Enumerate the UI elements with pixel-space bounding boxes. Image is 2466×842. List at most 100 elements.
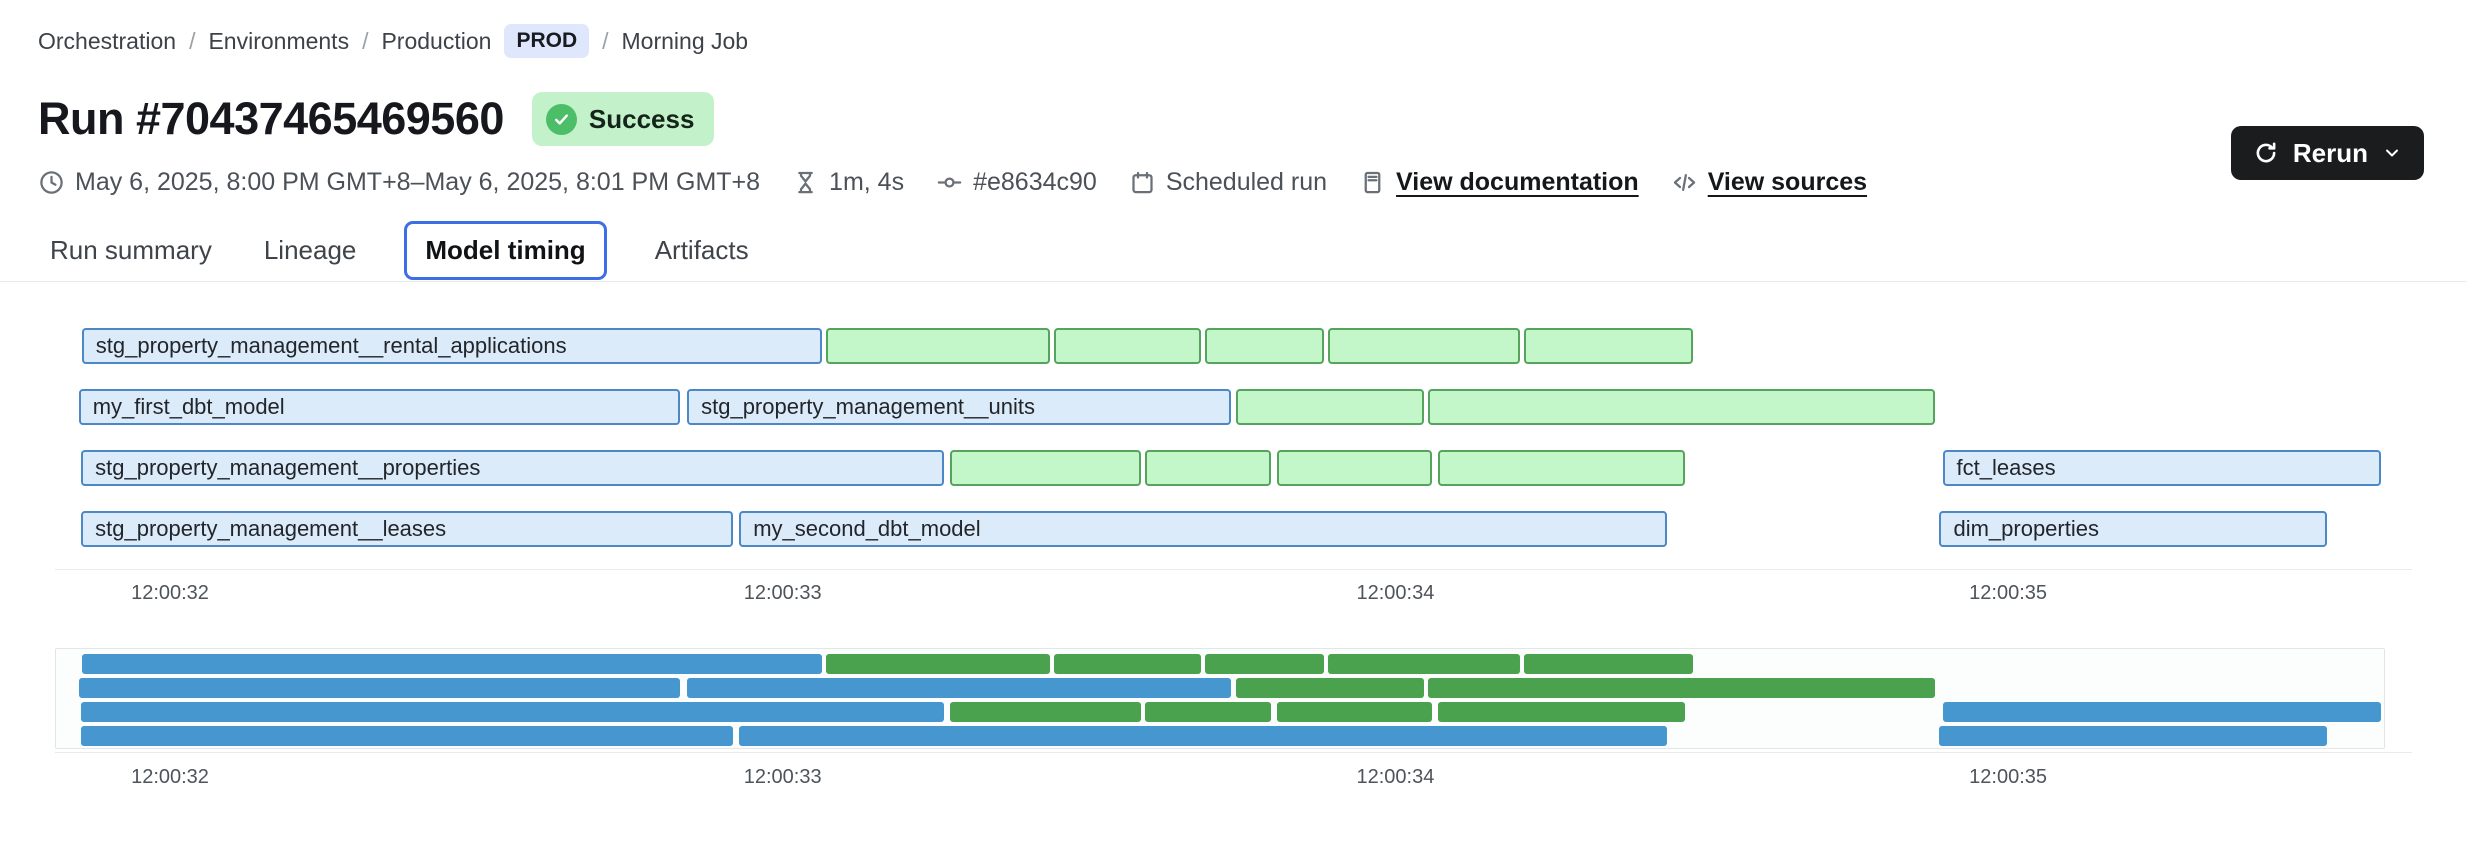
minimap-bar	[1145, 702, 1271, 722]
run-trigger: Scheduled run	[1129, 168, 1327, 197]
gantt-bar[interactable]	[826, 328, 1051, 364]
minimap-brush[interactable]	[55, 648, 2385, 749]
tab-bar: Run summary Lineage Model timing Artifac…	[46, 219, 753, 281]
minimap-bar	[826, 654, 1051, 674]
gantt-bar[interactable]	[1428, 389, 1935, 425]
minimap-bar	[1277, 702, 1432, 722]
minimap-bar-fct_leases	[1942, 702, 2381, 722]
breadcrumb: Orchestration / Environments / Productio…	[38, 24, 748, 58]
page-title: Run #70437465469560	[38, 93, 504, 144]
title-row: Run #70437465469560 Success	[38, 92, 715, 146]
gantt-bar[interactable]	[1205, 328, 1325, 364]
view-documentation[interactable]: View documentation	[1359, 168, 1639, 197]
run-duration: 1m, 4s	[792, 168, 904, 197]
gantt-bar-label: stg_property_management__units	[701, 394, 1035, 419]
breadcrumb-production[interactable]: Production	[381, 27, 492, 54]
gantt-bar-stg_property_management__units[interactable]: stg_property_management__units	[687, 389, 1231, 425]
environment-badge-prod: PROD	[504, 24, 590, 58]
gantt-bar-stg_property_management__properties[interactable]: stg_property_management__properties	[81, 450, 945, 486]
breadcrumb-separator: /	[602, 27, 609, 54]
gantt-bar[interactable]	[1054, 328, 1202, 364]
minimap-bar	[1438, 702, 1685, 722]
run-duration-text: 1m, 4s	[829, 168, 905, 196]
gantt-bar-label: stg_property_management__properties	[95, 455, 481, 480]
minimap-bar-my_second_dbt_model	[739, 726, 1668, 746]
view-sources[interactable]: View sources	[1671, 168, 1867, 197]
gantt-bar-label: stg_property_management__leases	[95, 516, 447, 541]
minimap-bar-stg_property_management__leases	[81, 726, 734, 746]
commit-hash-text: #e8634c90	[973, 168, 1097, 196]
commit-icon	[937, 177, 962, 188]
breadcrumb-morning-job[interactable]: Morning Job	[621, 27, 749, 54]
axis-tick-label: 12:00:35	[1969, 766, 2048, 788]
minimap-bar	[1328, 654, 1521, 674]
run-meta: May 6, 2025, 8:00 PM GMT+8–May 6, 2025, …	[38, 168, 1867, 197]
breadcrumb-separator: /	[362, 27, 369, 54]
gantt-bar[interactable]	[1328, 328, 1521, 364]
axis-tick-label: 12:00:34	[1356, 766, 1435, 788]
tabs-divider	[0, 281, 2466, 282]
gantt-bar[interactable]	[949, 450, 1142, 486]
gantt-bar-my_second_dbt_model[interactable]: my_second_dbt_model	[739, 511, 1668, 547]
view-documentation-link[interactable]: View documentation	[1396, 168, 1639, 196]
tab-artifacts[interactable]: Artifacts	[654, 234, 749, 265]
gantt-bar[interactable]	[1524, 328, 1693, 364]
minimap-bar	[949, 702, 1142, 722]
axis-tick-label: 12:00:34	[1356, 582, 1435, 604]
status-badge: Success	[531, 92, 715, 146]
tab-run-summary[interactable]: Run summary	[50, 234, 212, 265]
gantt-axis-line	[55, 569, 2412, 570]
check-circle-icon	[545, 103, 577, 135]
breadcrumb-separator: /	[189, 27, 196, 54]
run-time-range-text: May 6, 2025, 8:00 PM GMT+8–May 6, 2025, …	[75, 168, 761, 196]
gantt-bar[interactable]	[1277, 450, 1432, 486]
document-icon	[1364, 171, 1381, 194]
minimap-bar-stg_property_management__rental_applications	[81, 654, 822, 674]
gantt-bar-label: stg_property_management__rental_applicat…	[95, 333, 567, 358]
hourglass-icon	[798, 171, 813, 194]
calendar-icon	[1132, 171, 1153, 194]
gantt-bar-dim_properties[interactable]: dim_properties	[1939, 511, 2327, 547]
tab-lineage[interactable]: Lineage	[263, 234, 357, 265]
gantt-bar-label: fct_leases	[1956, 455, 2056, 480]
gantt-bar-stg_property_management__leases[interactable]: stg_property_management__leases	[81, 511, 734, 547]
gantt-bar[interactable]	[1236, 389, 1425, 425]
gantt-bar[interactable]	[1438, 450, 1685, 486]
gantt-bar-label: my_second_dbt_model	[753, 516, 981, 541]
minimap-bar	[1054, 654, 1202, 674]
axis-tick-label: 12:00:32	[131, 582, 209, 604]
breadcrumb-environments[interactable]: Environments	[208, 27, 350, 54]
gantt-bar-label: my_first_dbt_model	[92, 394, 285, 419]
minimap-bar-stg_property_management__units	[687, 678, 1231, 698]
rerun-label: Rerun	[2292, 137, 2368, 168]
minimap-bar-my_first_dbt_model	[78, 678, 681, 698]
axis-tick-label: 12:00:32	[131, 766, 209, 788]
minimap-bar	[1524, 654, 1693, 674]
status-label: Success	[588, 103, 695, 134]
run-time-range: May 6, 2025, 8:00 PM GMT+8–May 6, 2025, …	[38, 168, 760, 197]
gantt-bar[interactable]	[1145, 450, 1271, 486]
gantt-bar-my_first_dbt_model[interactable]: my_first_dbt_model	[78, 389, 681, 425]
axis-tick-label: 12:00:33	[743, 582, 822, 604]
minimap-bar-stg_property_management__properties	[81, 702, 945, 722]
breadcrumb-orchestration[interactable]: Orchestration	[38, 27, 177, 54]
minimap-bar	[1236, 678, 1425, 698]
chevron-down-icon	[2386, 149, 2398, 157]
code-icon	[1673, 174, 1695, 191]
tab-model-timing[interactable]: Model timing	[404, 220, 607, 280]
minimap-bar-dim_properties	[1939, 726, 2327, 746]
gantt-bar-stg_property_management__rental_applications[interactable]: stg_property_management__rental_applicat…	[81, 328, 822, 364]
minimap-axis-line	[55, 752, 2412, 753]
rerun-button[interactable]: Rerun	[2230, 126, 2424, 180]
minimap-bar	[1428, 678, 1935, 698]
run-trigger-text: Scheduled run	[1165, 168, 1328, 196]
gantt-bar-fct_leases[interactable]: fct_leases	[1942, 450, 2381, 486]
view-sources-link[interactable]: View sources	[1707, 168, 1868, 196]
commit-hash: #e8634c90	[936, 168, 1097, 197]
gantt-bar-label: dim_properties	[1953, 516, 2099, 541]
clock-icon	[40, 171, 63, 194]
axis-tick-label: 12:00:33	[743, 766, 822, 788]
minimap-bar	[1205, 654, 1325, 674]
refresh-icon	[2256, 142, 2276, 163]
